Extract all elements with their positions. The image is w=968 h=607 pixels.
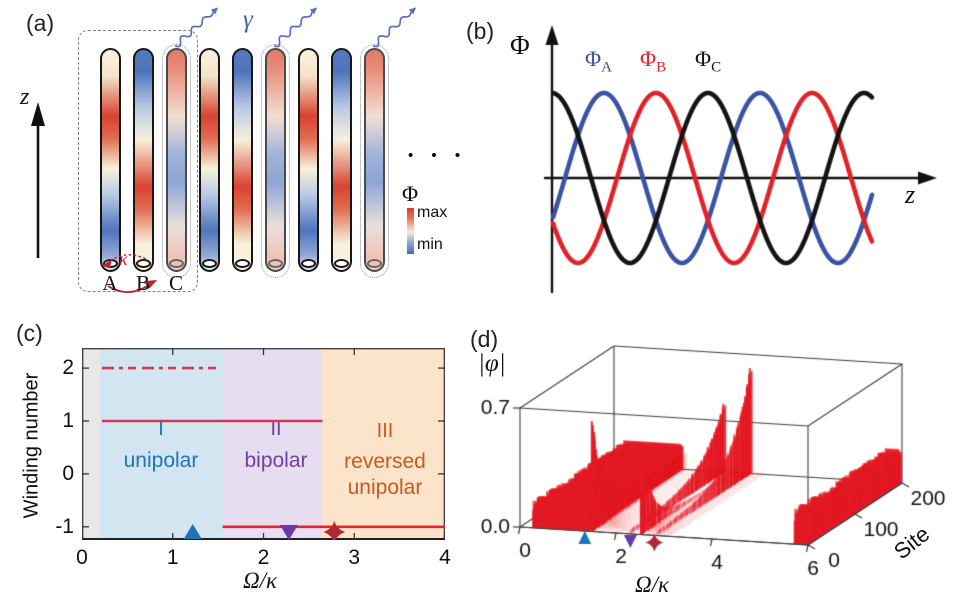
tube-opening-ellipse <box>268 259 283 268</box>
region-2-word: bipolar <box>244 449 308 472</box>
tube-opening-ellipse <box>334 259 349 268</box>
waveguide-tube-B <box>133 48 154 272</box>
waveguide-tube-B <box>331 48 352 272</box>
tube-opening-ellipse <box>367 259 382 268</box>
waveguide-tube-A <box>199 48 220 272</box>
z-axis-arrow <box>31 102 45 258</box>
site-label-C: C <box>168 271 183 295</box>
region-3-word: reversed <box>344 450 426 473</box>
kappa-coupling-arrows <box>102 254 157 293</box>
c-ytick: 0 <box>62 461 74 485</box>
panel-c-plot: I unipolar II bipolar III reversed unipo… <box>82 348 445 540</box>
panel-c-y-label: Winding number <box>20 372 43 519</box>
tube-decay-outline <box>261 44 290 278</box>
region-1-numeral: I <box>158 418 164 440</box>
c-xtick: 3 <box>348 546 361 569</box>
gamma-label: γ <box>243 6 253 33</box>
tube-opening-ellipse <box>202 259 217 268</box>
colorbar-title: Φ <box>401 181 419 206</box>
c-xtick: 4 <box>439 546 451 569</box>
tube-decay-outline <box>162 44 191 278</box>
region-3-numeral: III <box>376 420 394 442</box>
waveguide-tube-C <box>166 48 187 272</box>
tube-opening-ellipse <box>301 259 316 268</box>
phase-region <box>82 348 101 540</box>
c-xtick: 0 <box>76 546 88 569</box>
region-1-word: unipolar <box>123 449 199 472</box>
tube-opening-ellipse <box>169 259 184 268</box>
array-ellipsis: • • • <box>408 147 468 164</box>
panel-d-z-label: |φ| <box>478 350 506 377</box>
tube-decay-outline <box>360 44 389 278</box>
c-ytick: 2 <box>62 356 74 380</box>
gamma-decay-arrow <box>273 7 318 48</box>
tube-opening-ellipse <box>136 259 151 268</box>
c-xtick: 1 <box>166 546 179 569</box>
curve-label-B: ΦB <box>640 46 667 76</box>
waveguide-tube-C <box>364 48 385 272</box>
panel-b-y-label: Φ <box>510 30 530 60</box>
panel-d-x-label: Ω/κ <box>634 572 670 597</box>
panel-a-label: (a) <box>26 10 55 36</box>
panel-c-x-label: Ω/κ <box>242 568 278 593</box>
phase-region <box>100 348 223 540</box>
tube-opening-ellipse <box>235 259 250 268</box>
panel-b-x-label: z <box>905 180 916 209</box>
colorbar-max-label: max <box>417 204 448 221</box>
gamma-decay-arrow <box>174 7 219 48</box>
kappa-label: κ <box>119 249 128 269</box>
curve-label-C: ΦC <box>695 46 722 76</box>
waveguide-tube-C <box>265 48 286 272</box>
colorbar-min-label: min <box>417 236 443 253</box>
waveguide-tube-A <box>100 48 121 272</box>
site-label-A: A <box>102 271 118 295</box>
panel-b-plot <box>460 0 968 300</box>
z-axis-label: z <box>20 84 30 110</box>
panel-d-plot <box>470 335 968 607</box>
waveguide-tube-A <box>298 48 319 272</box>
phase-region <box>322 348 445 540</box>
curve-label-A: ΦA <box>585 46 612 76</box>
site-label-B: B <box>135 271 150 295</box>
unit-cell-box <box>78 30 198 292</box>
waveguide-tube-B <box>232 48 253 272</box>
c-ytick: 1 <box>62 408 74 432</box>
region-2-numeral: II <box>270 418 282 440</box>
c-ytick: -1 <box>55 514 74 538</box>
c-xtick: 2 <box>257 546 270 569</box>
panel-c-overlay <box>82 348 445 540</box>
phase-regions <box>82 348 445 540</box>
colorbar <box>407 208 414 254</box>
region-3-word2: unipolar <box>347 476 423 499</box>
phase-region <box>222 348 323 540</box>
panel-c-label: (c) <box>16 320 43 346</box>
gamma-decay-arrow <box>372 7 417 48</box>
